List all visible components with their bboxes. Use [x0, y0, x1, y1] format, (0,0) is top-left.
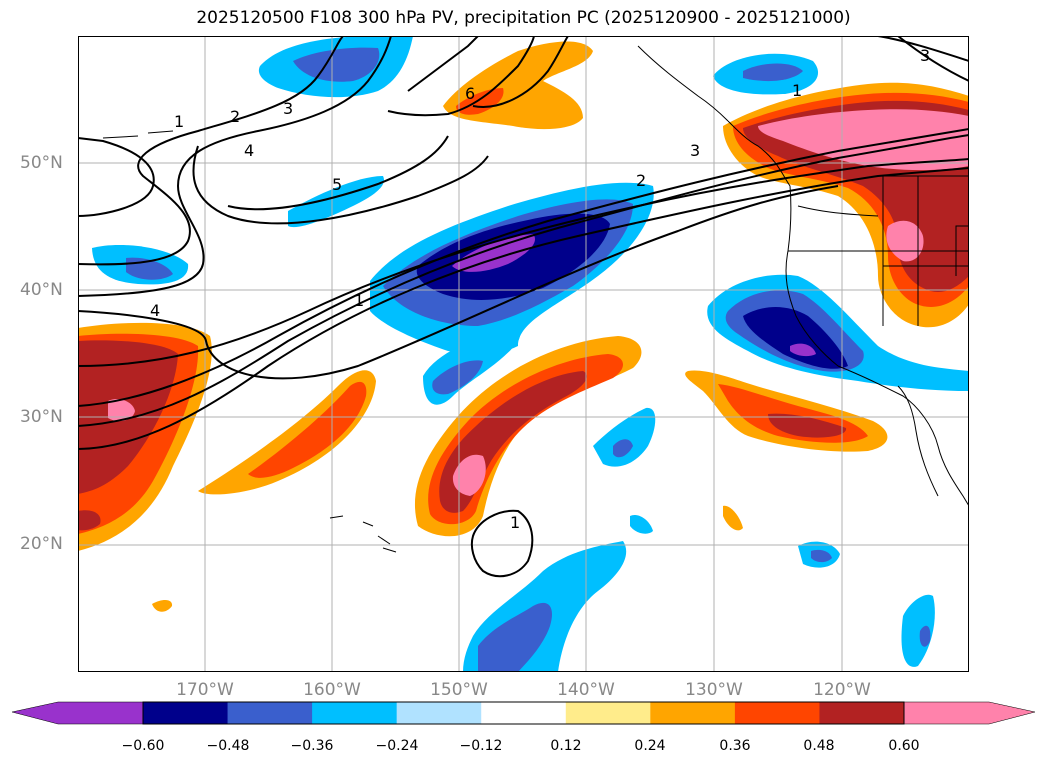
cb-tick-m048: −0.48 — [206, 738, 250, 754]
pv-contour-labels: 1 2 3 4 5 6 1 2 3 4 1 1 3 — [150, 46, 930, 532]
pv-label-2a: 2 — [230, 107, 240, 126]
colorbar-segment — [819, 702, 905, 724]
precip-shading — [78, 36, 969, 672]
lon-label-140w: 140°W — [557, 680, 615, 700]
cb-tick-p036: 0.36 — [719, 738, 751, 754]
cb-tick-m012: −0.12 — [459, 738, 503, 754]
pv-label-5: 5 — [332, 175, 342, 194]
colorbar-segment — [650, 702, 736, 724]
pv-label-3a: 3 — [283, 99, 293, 118]
cb-tick-p024: 0.24 — [634, 738, 666, 754]
map-canvas: 1 2 3 4 5 6 1 2 3 4 1 1 3 — [77, 35, 970, 672]
pv-contour-1-loop — [470, 509, 534, 578]
lon-label-170w: 170°W — [176, 680, 234, 700]
lat-label-40n: 40°N — [20, 280, 63, 300]
colorbar-high-extend — [903, 701, 1036, 725]
lat-label-50n: 50°N — [20, 153, 63, 173]
map-panel: 1 2 3 4 5 6 1 2 3 4 1 1 3 — [77, 35, 970, 672]
pv-label-1a: 1 — [174, 112, 184, 131]
lon-label-120w: 120°W — [813, 680, 871, 700]
cb-tick-m060: −0.60 — [121, 738, 165, 754]
pv-label-6: 6 — [465, 84, 475, 103]
lon-label-160w: 160°W — [303, 680, 361, 700]
colorbar-segment — [734, 702, 820, 724]
pv-contour-1-north — [77, 137, 155, 217]
lon-label-150w: 150°W — [430, 680, 488, 700]
lat-label-30n: 30°N — [20, 407, 63, 427]
lon-label-130w: 130°W — [685, 680, 743, 700]
pv-label-2b: 2 — [636, 171, 646, 190]
colorbar — [11, 701, 1036, 725]
pv-label-4a: 4 — [244, 141, 254, 160]
map-frame — [78, 36, 969, 672]
colorbar-low-extend — [11, 701, 144, 725]
cb-tick-m036: −0.36 — [290, 738, 334, 754]
pv-label-1d: 1 — [792, 81, 802, 100]
colorbar-segment — [227, 702, 313, 724]
pv-label-3b: 3 — [690, 141, 700, 160]
cb-tick-p060: 0.60 — [888, 738, 920, 754]
pv-label-1c: 1 — [510, 513, 520, 532]
pv-label-4b: 4 — [150, 301, 160, 320]
map-title: 2025120500 F108 300 hPa PV, precipitatio… — [196, 8, 851, 28]
colorbar-segment — [396, 702, 482, 724]
colorbar-segment — [312, 702, 398, 724]
cb-tick-p012: 0.12 — [550, 738, 582, 754]
cb-tick-p048: 0.48 — [803, 738, 835, 754]
pv-label-3c: 3 — [920, 46, 930, 65]
graticule — [78, 36, 969, 672]
colorbar-segment — [481, 702, 567, 724]
colorbar-segment — [143, 702, 229, 724]
lat-label-20n: 20°N — [20, 534, 63, 554]
colorbar-segment — [565, 702, 651, 724]
cb-tick-m024: −0.24 — [375, 738, 419, 754]
pv-contours — [77, 35, 970, 578]
pv-label-1b: 1 — [354, 291, 364, 310]
